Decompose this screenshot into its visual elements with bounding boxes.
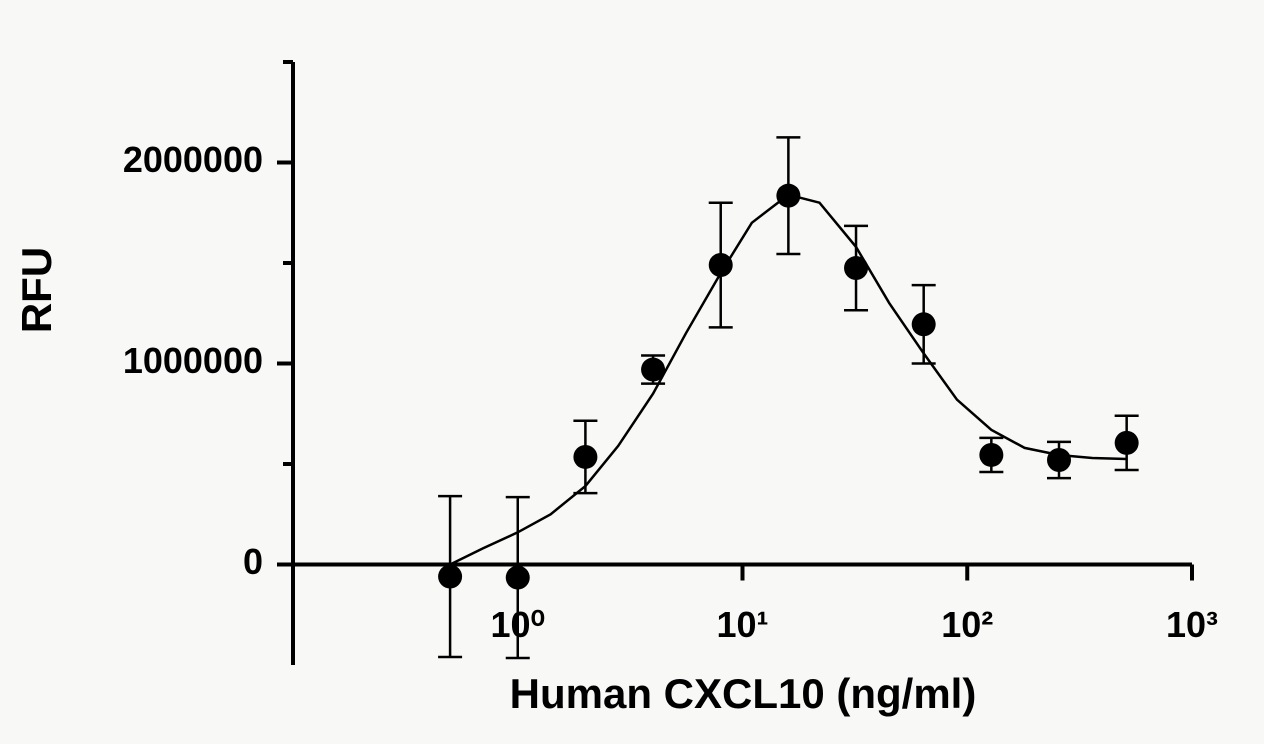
data-point — [573, 444, 598, 469]
data-point — [1114, 430, 1139, 455]
data-point — [911, 312, 936, 337]
data-point — [438, 564, 463, 589]
x-axis-label: Human CXCL10 (ng/ml) — [510, 670, 977, 717]
data-point — [641, 357, 666, 382]
data-point — [505, 565, 530, 590]
x-tick-label: 10² — [941, 604, 993, 645]
y-axis-label: RFU — [13, 247, 60, 333]
data-point — [844, 256, 869, 281]
data-point — [979, 442, 1004, 467]
data-point — [1047, 447, 1072, 472]
y-tick-label: 1000000 — [123, 340, 263, 381]
x-tick-label: 10³ — [1166, 604, 1218, 645]
y-tick-label: 2000000 — [123, 139, 263, 180]
data-point — [776, 183, 801, 208]
data-point — [708, 253, 733, 278]
x-tick-label: 10¹ — [716, 604, 768, 645]
y-tick-label: 0 — [243, 541, 263, 582]
